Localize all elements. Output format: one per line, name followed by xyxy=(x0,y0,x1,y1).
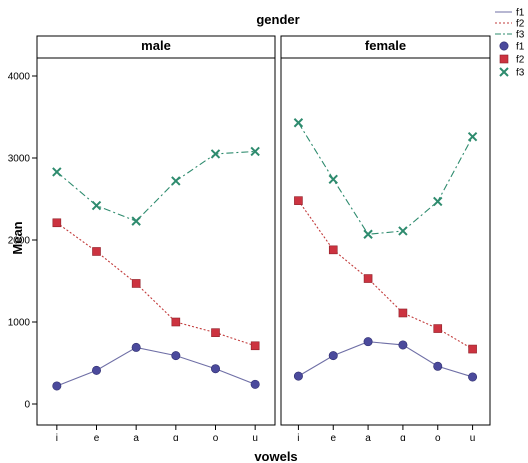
series-line-f1 xyxy=(56,346,256,387)
y-tick-label: 3000 xyxy=(8,154,31,165)
data-point-f1 xyxy=(52,381,62,391)
chart-title: gender xyxy=(256,12,299,27)
y-tick-label: 1000 xyxy=(8,318,31,329)
data-point-f2 xyxy=(398,308,408,318)
series-line-f1 xyxy=(298,341,473,378)
data-point-f1 xyxy=(363,337,373,347)
data-point-f1 xyxy=(250,379,260,389)
data-point-f2 xyxy=(211,328,220,337)
x-tick-label: i xyxy=(56,433,58,444)
data-point-f1 xyxy=(293,371,303,381)
data-point-f3 xyxy=(398,226,408,236)
panel-frame xyxy=(36,35,276,426)
data-point-f3 xyxy=(363,229,373,239)
panel-male: male xyxy=(36,35,276,426)
data-point-f3 xyxy=(52,167,62,177)
x-tick-label: u xyxy=(252,433,258,444)
legend-label: f2 xyxy=(516,55,525,66)
panels-group: male female xyxy=(36,35,491,426)
series-f2 xyxy=(52,218,260,351)
data-point-f3 xyxy=(250,146,260,157)
data-point-f3 xyxy=(171,176,181,186)
data-point-f3 xyxy=(293,118,304,128)
legend-label: f1 xyxy=(516,8,525,19)
data-point-f2 xyxy=(131,279,141,288)
y-tick-label: 2000 xyxy=(8,236,31,247)
legend-label: f3 xyxy=(516,30,525,41)
legend-label: f3 xyxy=(516,68,525,79)
data-point-f1 xyxy=(131,342,141,352)
y-axis: 0 1000 2000 3000 4000 xyxy=(8,72,37,411)
data-point-f2 xyxy=(92,247,101,256)
y-tick-label: 0 xyxy=(24,400,30,411)
data-point-f3 xyxy=(328,174,338,185)
legend-marker-f2 xyxy=(499,54,509,64)
series-f2 xyxy=(294,196,477,354)
data-point-f1 xyxy=(433,361,443,371)
y-axis-title: Mean xyxy=(10,221,25,254)
series-line-f2 xyxy=(56,222,256,347)
data-point-f2 xyxy=(294,196,303,205)
data-point-f3 xyxy=(131,216,141,226)
legend-marker-f3 xyxy=(499,67,509,77)
data-point-f2 xyxy=(468,344,477,354)
data-point-f2 xyxy=(328,245,338,255)
panel-female: female xyxy=(280,35,491,426)
x-tick-label: e xyxy=(330,433,336,444)
legend-marker-f1 xyxy=(499,41,509,51)
data-point-f3 xyxy=(433,196,443,207)
data-point-f3 xyxy=(467,131,478,142)
panel-title: female xyxy=(365,38,406,53)
x-tick-label: a xyxy=(133,433,139,444)
panel-title: male xyxy=(141,38,171,53)
series-f3 xyxy=(293,118,478,239)
series-f1 xyxy=(52,342,260,391)
x-tick-label: i xyxy=(297,433,299,444)
data-point-f1 xyxy=(328,351,338,361)
series-line-f2 xyxy=(297,200,473,350)
data-point-f2 xyxy=(250,341,260,351)
legend-label: f1 xyxy=(516,42,525,53)
data-point-f3 xyxy=(210,149,221,159)
legend-label: f2 xyxy=(516,19,525,30)
x-tick-label: o xyxy=(435,433,441,444)
data-point-f1 xyxy=(398,340,408,350)
x-tick-label: a xyxy=(365,433,371,444)
data-point-f2 xyxy=(52,218,62,228)
data-point-f3 xyxy=(91,200,102,211)
data-point-f2 xyxy=(171,317,181,327)
data-point-f2 xyxy=(363,274,373,283)
series-f3 xyxy=(52,146,260,226)
x-axis-title: vowels xyxy=(254,449,297,463)
y-tick-label: 4000 xyxy=(8,72,31,83)
series-line-f3 xyxy=(297,122,474,235)
x-tick-label: u xyxy=(470,433,476,444)
series-f1 xyxy=(293,337,478,382)
data-point-f1 xyxy=(92,365,102,375)
x-tick-label: ɑ xyxy=(173,433,179,444)
x-tick-label: ɑ xyxy=(400,433,406,444)
data-point-f1 xyxy=(211,364,221,374)
data-point-f1 xyxy=(468,372,478,382)
panel-frame xyxy=(280,35,491,426)
data-point-f2 xyxy=(433,324,443,333)
x-tick-label: o xyxy=(213,433,219,444)
x-tick-label: e xyxy=(94,433,100,444)
series-line-f3 xyxy=(56,150,256,222)
data-point-f1 xyxy=(171,351,181,361)
